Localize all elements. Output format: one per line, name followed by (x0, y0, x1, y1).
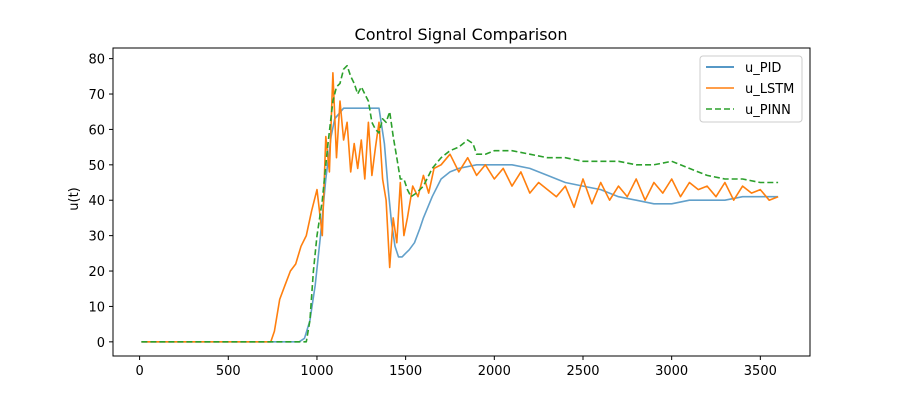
y-tick-label: 50 (88, 159, 105, 174)
series-line-u-pid (141, 107, 779, 343)
y-axis-label: u(t) (67, 187, 82, 210)
x-tick-label: 1000 (300, 364, 333, 379)
legend-label: u_LSTM (745, 82, 794, 97)
legend-label: u_PID (745, 61, 781, 76)
x-tick-label: 2000 (478, 364, 511, 379)
chart-title: Control Signal Comparison (355, 25, 568, 44)
y-tick-label: 70 (88, 88, 105, 103)
plot-frame (112, 47, 811, 357)
y-tick-label: 80 (88, 53, 105, 68)
x-tick-label: 1500 (389, 364, 422, 379)
x-tick-label: 3000 (655, 364, 688, 379)
x-tick-label: 500 (216, 364, 241, 379)
y-tick-label: 40 (88, 194, 105, 209)
legend-label: u_PINN (745, 103, 791, 118)
y-tick-label: 0 (97, 336, 105, 351)
legend: u_PID u_LSTM u_PINN (699, 55, 803, 123)
y-axis-ticks: 0 10 20 30 40 50 60 70 80 (88, 53, 113, 351)
series-line-u-pinn (141, 64, 779, 343)
y-tick-label: 20 (88, 265, 105, 280)
y-tick-label: 30 (88, 230, 105, 245)
legend-box (699, 55, 803, 123)
x-axis-ticks: 0 500 1000 1500 2000 2500 3000 3500 (135, 356, 777, 379)
x-tick-label: 2500 (566, 364, 599, 379)
series-line-u-lstm (141, 72, 779, 343)
x-tick-label: 3500 (744, 364, 777, 379)
y-tick-label: 60 (88, 123, 105, 138)
series-layer (141, 64, 779, 343)
x-tick-label: 0 (135, 364, 143, 379)
y-tick-label: 10 (88, 300, 105, 315)
